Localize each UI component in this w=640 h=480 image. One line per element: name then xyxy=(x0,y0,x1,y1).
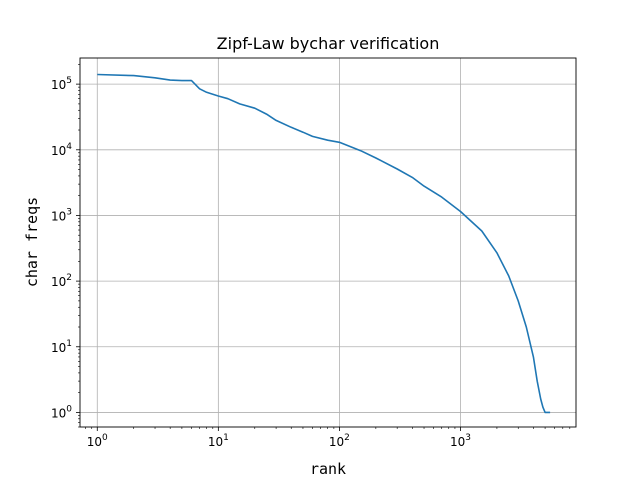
x-tick-label: 100 xyxy=(87,433,108,449)
ticks: 100 101 102 103 100 101 102 103 104 105 xyxy=(51,64,571,449)
y-axis-label: char freqs xyxy=(23,197,41,287)
series-line xyxy=(97,73,551,414)
y-tick-label: 102 xyxy=(51,273,72,289)
x-axis-label: rank xyxy=(310,460,346,478)
x-tick-label: 102 xyxy=(329,433,350,449)
x-tick-label: 103 xyxy=(450,433,471,449)
y-tick-label: 100 xyxy=(51,404,72,420)
y-tick-label: 105 xyxy=(51,76,72,92)
y-tick-label: 104 xyxy=(51,142,72,158)
plot-frame xyxy=(79,57,577,428)
x-tick-label: 101 xyxy=(208,433,229,449)
chart-title: Zipf-Law bychar verification xyxy=(217,34,440,53)
grid xyxy=(80,58,576,427)
y-tick-label: 103 xyxy=(51,207,72,223)
y-tick-label: 101 xyxy=(51,339,72,355)
